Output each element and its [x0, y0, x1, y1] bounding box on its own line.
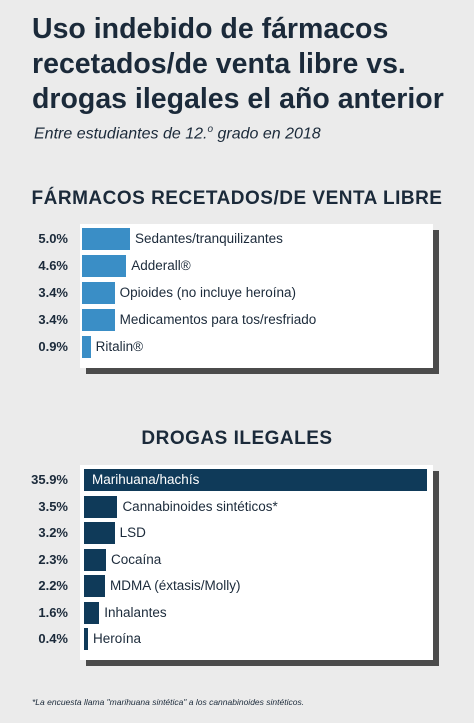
chart-subtitle: Entre estudiantes de 12.o grado en 2018 — [34, 124, 321, 143]
category-label: Cocaína — [110, 551, 162, 567]
category-label: Heroína — [93, 631, 142, 646]
bar — [82, 309, 115, 331]
value-label: 1.6% — [38, 604, 68, 620]
value-label: 2.2% — [38, 578, 68, 593]
category-label: Adderall® — [131, 258, 191, 273]
illegal-section-heading: DROGAS ILEGALES — [141, 428, 333, 449]
value-label: 2.3% — [38, 551, 68, 567]
bar — [84, 548, 106, 571]
category-label: Cannabinoides sintéticos* — [122, 498, 278, 514]
value-label: 35.9% — [31, 472, 68, 487]
value-label: 3.4% — [38, 312, 68, 327]
category-label: Sedantes/tranquilizantes — [135, 231, 283, 246]
illegal-panel-box — [80, 465, 433, 660]
bar — [84, 495, 118, 518]
footnote: *La encuesta llama "marihuana sintética"… — [32, 697, 305, 707]
chart-title: Uso indebido de fármacos recetados/de ve… — [32, 13, 444, 115]
bar — [82, 228, 131, 250]
bar — [84, 628, 88, 650]
rx-section-heading: FÁRMACOS RECETADOS/DE VENTA LIBRE — [31, 188, 443, 209]
subtitle-ordinal: o — [207, 124, 214, 135]
value-label: 5.0% — [38, 231, 68, 246]
category-label: Marihuana/hachís — [92, 472, 200, 487]
bar — [84, 469, 427, 491]
bar — [82, 255, 127, 277]
bar — [84, 522, 115, 544]
value-label: 3.4% — [38, 285, 68, 300]
bar — [82, 336, 91, 358]
bar — [84, 575, 106, 597]
category-label: LSD — [119, 525, 146, 540]
category-label: MDMA (éxtasis/Molly) — [110, 578, 241, 593]
category-label: Ritalin® — [95, 339, 144, 354]
rx-panel-box — [80, 224, 433, 368]
bar — [84, 601, 100, 624]
category-label: Medicamentos para tos/resfriado — [119, 312, 317, 327]
illegal-chart-panel — [80, 465, 439, 666]
value-label: 0.9% — [38, 339, 68, 354]
value-label: 3.5% — [38, 498, 68, 514]
value-label: 0.4% — [38, 631, 68, 646]
subtitle-prefix: Entre estudiantes de 12. — [34, 125, 208, 143]
bar — [82, 282, 115, 304]
rx-chart-panel — [80, 224, 439, 374]
category-label: Inhalantes — [104, 604, 167, 620]
category-label: Opioides (no incluye heroína) — [119, 285, 297, 300]
value-label: 4.6% — [38, 258, 68, 273]
value-label: 3.2% — [38, 525, 68, 540]
subtitle-suffix: grado en 2018 — [213, 125, 321, 143]
